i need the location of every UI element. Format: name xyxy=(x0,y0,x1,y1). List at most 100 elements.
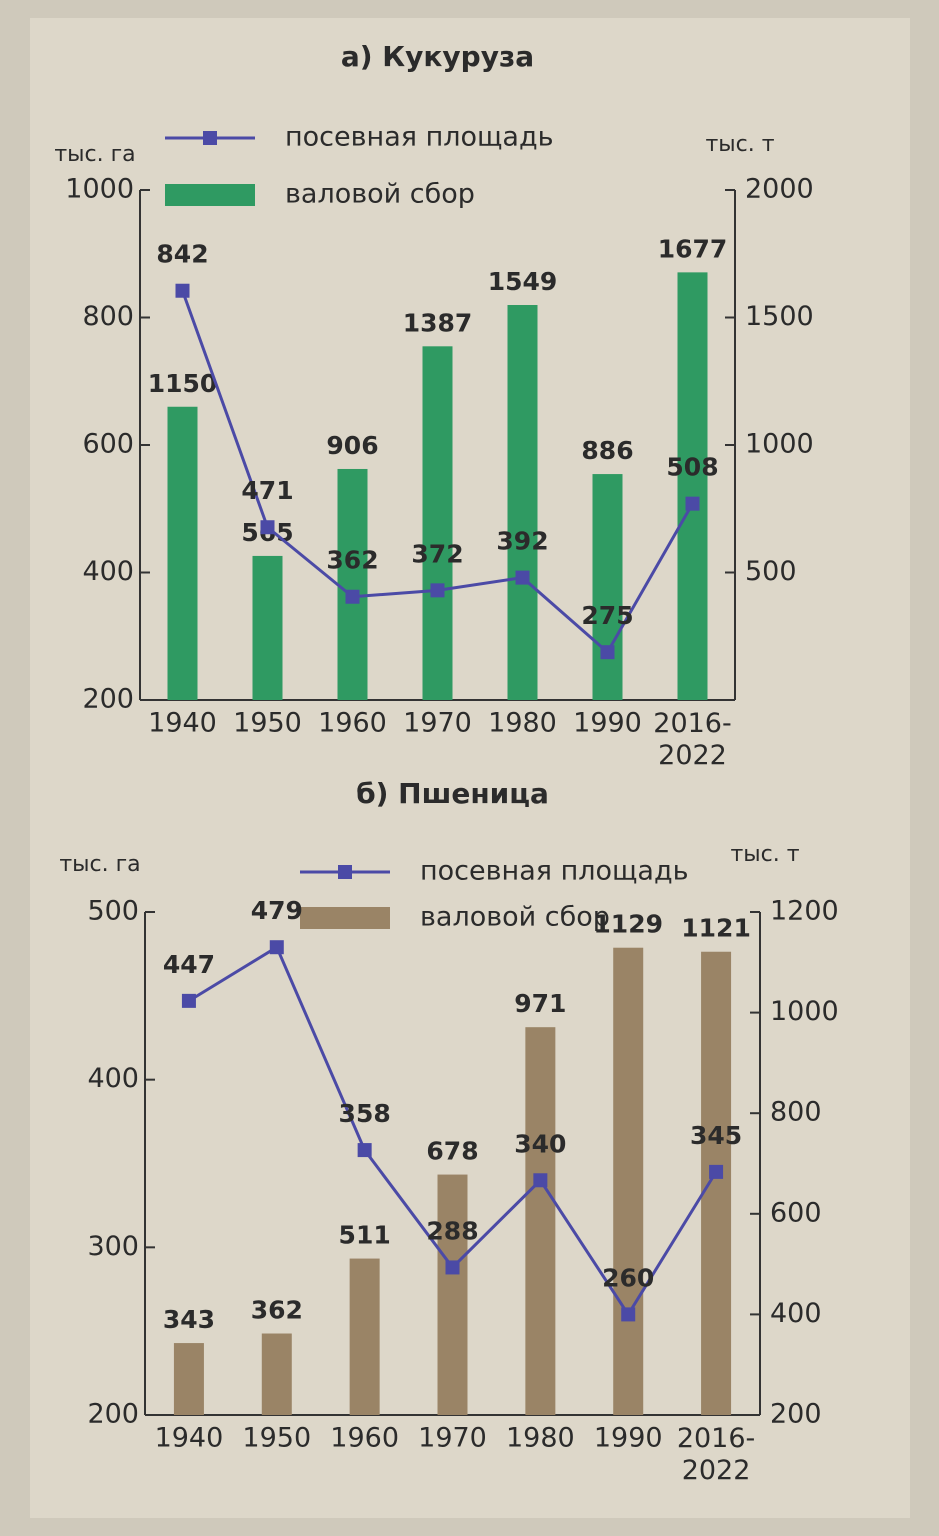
y2-tick-label: 800 xyxy=(770,1097,822,1128)
y-axis-unit: тыс. га xyxy=(59,852,140,877)
bar xyxy=(507,305,538,700)
bar-value-label: 1150 xyxy=(148,369,218,398)
bar xyxy=(592,474,623,700)
bar-value-label: 1387 xyxy=(403,308,473,337)
line-marker xyxy=(600,645,615,660)
line-value-label: 392 xyxy=(496,527,548,556)
panel xyxy=(30,18,910,1518)
x-tick-label: 1990 xyxy=(594,1423,663,1454)
line-marker xyxy=(533,1173,548,1188)
line-value-label: 362 xyxy=(326,546,378,575)
y-tick-label: 300 xyxy=(87,1231,139,1262)
line-marker xyxy=(175,283,190,298)
y-tick-label: 400 xyxy=(87,1063,139,1094)
bar xyxy=(613,947,644,1415)
bar-value-label: 906 xyxy=(326,431,378,460)
bar-value-label: 343 xyxy=(163,1305,215,1334)
bar-value-label: 1549 xyxy=(488,267,558,296)
x-tick-label: 1970 xyxy=(418,1423,487,1454)
y-tick-label: 500 xyxy=(87,896,139,927)
line-marker xyxy=(269,940,284,955)
x-tick-label: 1980 xyxy=(506,1423,575,1454)
line-value-label: 479 xyxy=(251,896,303,925)
y2-tick-label: 1200 xyxy=(770,896,839,927)
y-tick-label: 200 xyxy=(82,684,134,715)
line-marker xyxy=(621,1307,636,1322)
line-value-label: 288 xyxy=(426,1216,478,1245)
line-value-label: 358 xyxy=(339,1099,391,1128)
x-tick-label: 1980 xyxy=(488,708,557,739)
y2-tick-label: 400 xyxy=(770,1298,822,1329)
line-value-label: 508 xyxy=(666,453,718,482)
bar xyxy=(525,1027,556,1415)
bar xyxy=(167,406,198,700)
line-value-label: 345 xyxy=(690,1121,742,1150)
y2-tick-label: 1500 xyxy=(745,301,814,332)
line-marker xyxy=(445,1260,460,1275)
bar-value-label: 1677 xyxy=(658,234,728,263)
line-marker xyxy=(181,993,196,1008)
legend-label: валовой сбор xyxy=(285,179,475,210)
bar-value-label: 511 xyxy=(339,1221,391,1250)
bar-value-label: 678 xyxy=(426,1137,478,1166)
line-marker xyxy=(260,520,275,535)
legend-marker xyxy=(203,131,217,145)
y2-tick-label: 2000 xyxy=(745,174,814,205)
x-tick-label: 1960 xyxy=(330,1423,399,1454)
y2-tick-label: 1000 xyxy=(770,996,839,1027)
x-tick-label: 2016-2022 xyxy=(653,708,731,771)
line-value-label: 447 xyxy=(163,950,215,979)
legend-swatch xyxy=(300,907,390,929)
y-tick-label: 200 xyxy=(87,1399,139,1430)
line-marker xyxy=(357,1143,372,1158)
x-tick-label: 1990 xyxy=(573,708,642,739)
bar xyxy=(173,1343,204,1415)
y-tick-label: 400 xyxy=(82,556,134,587)
bar xyxy=(677,272,708,700)
y2-axis-unit: тыс. т xyxy=(730,842,799,867)
bar xyxy=(422,346,453,700)
bar xyxy=(337,468,368,700)
bar-value-label: 886 xyxy=(581,436,633,465)
line-marker xyxy=(345,589,360,604)
line-marker xyxy=(685,496,700,511)
x-tick-label: 1970 xyxy=(403,708,472,739)
line-marker xyxy=(430,583,445,598)
bar-value-label: 362 xyxy=(251,1296,303,1325)
x-tick-label: 1950 xyxy=(242,1423,311,1454)
line-value-label: 340 xyxy=(514,1129,566,1158)
y-tick-label: 800 xyxy=(82,301,134,332)
legend-marker xyxy=(338,865,352,879)
bar xyxy=(261,1333,292,1415)
bar-value-label: 1121 xyxy=(681,914,751,943)
chart-title: а) Кукуруза xyxy=(341,40,534,73)
y-tick-label: 1000 xyxy=(65,174,134,205)
line-value-label: 372 xyxy=(411,539,463,568)
y2-tick-label: 1000 xyxy=(745,429,814,460)
line-value-label: 260 xyxy=(602,1263,654,1292)
line-marker xyxy=(709,1164,724,1179)
line-value-label: 471 xyxy=(241,476,293,505)
x-tick-label: 1950 xyxy=(233,708,302,739)
legend-label: посевная площадь xyxy=(420,856,689,887)
legend-label: посевная площадь xyxy=(285,122,554,153)
line-marker xyxy=(515,570,530,585)
y2-axis-unit: тыс. т xyxy=(705,132,774,157)
x-tick-label: 1940 xyxy=(148,708,217,739)
legend-label: валовой сбор xyxy=(420,902,610,933)
line-value-label: 842 xyxy=(156,240,208,269)
y2-tick-label: 200 xyxy=(770,1399,822,1430)
y-axis-unit: тыс. га xyxy=(54,142,135,167)
bar-value-label: 971 xyxy=(514,989,566,1018)
chart-title: б) Пшеница xyxy=(356,777,549,810)
x-tick-label: 1940 xyxy=(155,1423,224,1454)
x-tick-label: 1960 xyxy=(318,708,387,739)
y2-tick-label: 600 xyxy=(770,1197,822,1228)
bar xyxy=(349,1258,380,1415)
y2-tick-label: 500 xyxy=(745,556,797,587)
bar-value-label: 1129 xyxy=(593,910,663,939)
bar xyxy=(252,555,283,700)
x-tick-label: 2016-2022 xyxy=(677,1423,755,1486)
line-value-label: 275 xyxy=(581,601,633,630)
bar xyxy=(437,1174,468,1415)
